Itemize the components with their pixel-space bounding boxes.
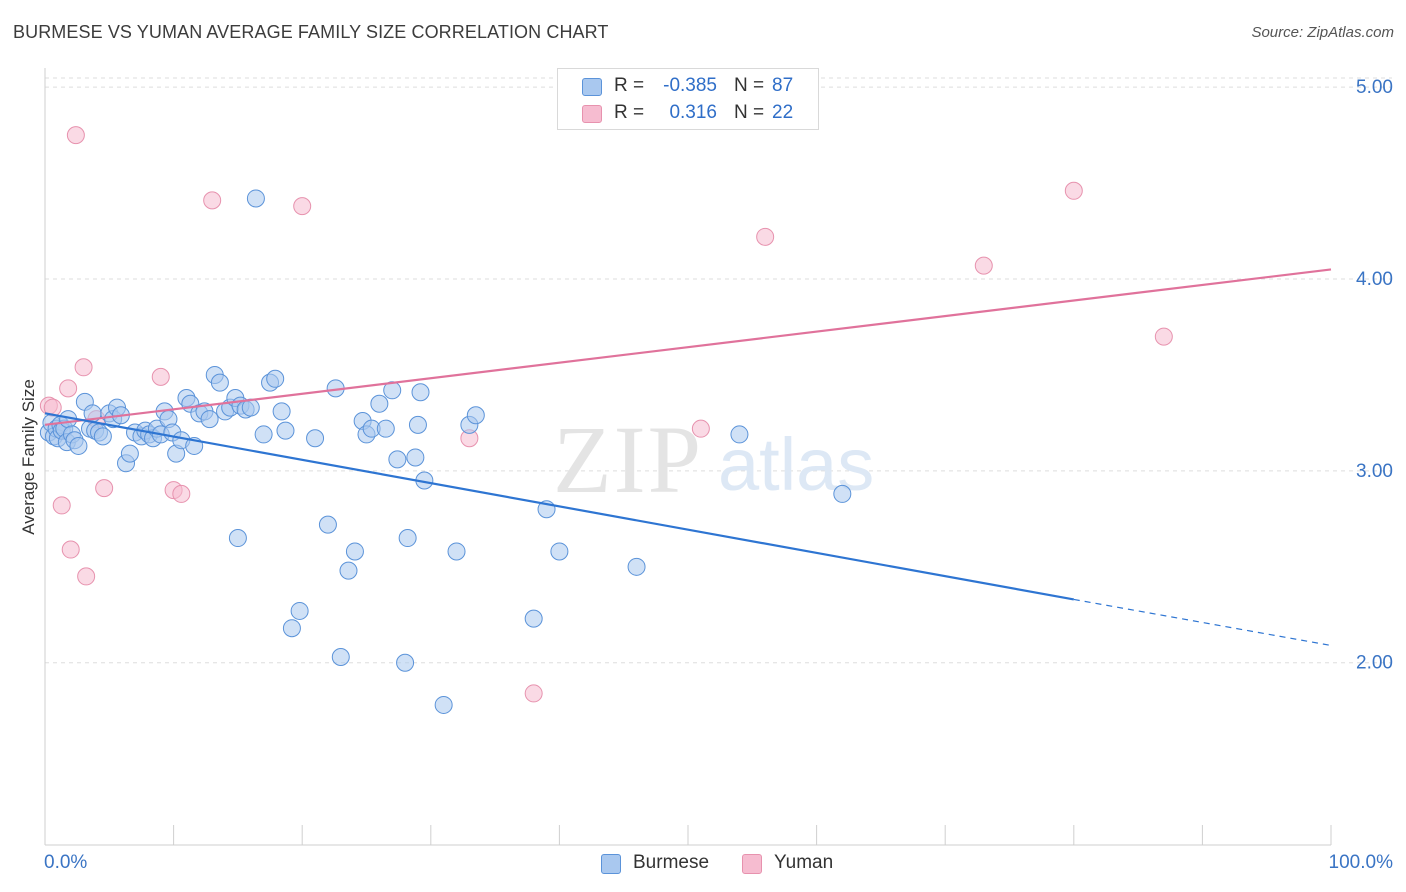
watermark: ZIP atlas bbox=[553, 406, 874, 513]
yuman-r-value: 0.316 bbox=[669, 102, 717, 123]
yuman-point bbox=[59, 379, 78, 398]
burmese-legend-swatch bbox=[601, 854, 621, 874]
yuman-point bbox=[524, 684, 543, 703]
legend-n-label: N = bbox=[734, 75, 765, 96]
axes bbox=[44, 68, 1332, 846]
burmese-point bbox=[411, 383, 430, 402]
yuman-point bbox=[74, 358, 93, 377]
yuman-legend-label: Yuman bbox=[774, 852, 834, 873]
burmese-point bbox=[254, 425, 273, 444]
yuman-legend-swatch bbox=[742, 854, 762, 874]
yuman-point bbox=[66, 126, 85, 145]
yuman-point bbox=[756, 227, 775, 246]
burmese-point bbox=[93, 427, 112, 446]
y-tick-label: 5.00 bbox=[1356, 77, 1393, 98]
yuman-swatch bbox=[582, 105, 602, 123]
burmese-point bbox=[406, 448, 425, 467]
burmese-point bbox=[331, 647, 350, 666]
yuman-points bbox=[39, 126, 1173, 703]
burmese-point bbox=[388, 450, 407, 469]
yuman-point bbox=[1064, 181, 1083, 200]
yuman-trend-line bbox=[44, 268, 1332, 426]
yuman-point bbox=[52, 496, 71, 515]
trend-lines bbox=[44, 268, 1332, 647]
yuman-point bbox=[95, 479, 114, 498]
yuman-point bbox=[203, 191, 222, 210]
legend-n-label: N = bbox=[734, 102, 765, 123]
chart-title: BURMESE VS YUMAN AVERAGE FAMILY SIZE COR… bbox=[13, 22, 609, 42]
burmese-legend-label: Burmese bbox=[633, 852, 710, 873]
burmese-swatch bbox=[582, 78, 602, 96]
burmese-point bbox=[228, 529, 247, 548]
y-tick-label: 4.00 bbox=[1356, 269, 1393, 290]
burmese-point bbox=[434, 695, 453, 714]
grid-lines bbox=[45, 77, 1392, 664]
watermark-zip: ZIP bbox=[553, 406, 703, 513]
burmese-point bbox=[282, 619, 301, 638]
burmese-point bbox=[120, 444, 139, 463]
yuman-point bbox=[77, 567, 96, 586]
burmese-point bbox=[730, 425, 749, 444]
y-tick-label: 3.00 bbox=[1356, 461, 1393, 482]
burmese-point bbox=[524, 609, 543, 628]
burmese-point bbox=[276, 421, 295, 440]
source-label: Source: ZipAtlas.com bbox=[1251, 24, 1394, 41]
x-axis-min-label: 0.0% bbox=[44, 852, 88, 873]
y-tick-labels: 2.00 3.00 4.00 5.00 bbox=[1356, 77, 1393, 674]
yuman-n-value: 22 bbox=[772, 102, 794, 123]
y-tick-label: 2.00 bbox=[1356, 653, 1393, 674]
y-axis-label: Average Family Size bbox=[19, 379, 38, 535]
burmese-point bbox=[246, 189, 265, 208]
burmese-point bbox=[318, 515, 337, 534]
yuman-point bbox=[691, 419, 710, 438]
burmese-point bbox=[345, 542, 364, 561]
burmese-point bbox=[398, 529, 417, 548]
yuman-point bbox=[974, 256, 993, 275]
burmese-point bbox=[266, 369, 285, 388]
burmese-point bbox=[69, 436, 88, 455]
burmese-r-value: -0.385 bbox=[663, 75, 717, 96]
burmese-point bbox=[466, 406, 485, 425]
burmese-n-value: 87 bbox=[772, 75, 794, 96]
yuman-point bbox=[1154, 327, 1173, 346]
yuman-point bbox=[61, 540, 80, 559]
burmese-trend-extrapolation bbox=[1073, 598, 1332, 647]
legend-r-label: R = bbox=[614, 102, 645, 123]
correlation-legend: R = -0.385 N = 87 R = 0.316 N = 22 bbox=[557, 68, 819, 130]
legend-r-label: R = bbox=[614, 75, 645, 96]
burmese-point bbox=[210, 373, 229, 392]
burmese-point bbox=[408, 415, 427, 434]
burmese-point bbox=[376, 419, 395, 438]
burmese-point bbox=[290, 601, 309, 620]
burmese-point bbox=[396, 653, 415, 672]
yuman-point bbox=[172, 484, 191, 503]
burmese-point bbox=[833, 484, 852, 503]
yuman-point bbox=[293, 197, 312, 216]
burmese-point bbox=[447, 542, 466, 561]
burmese-point bbox=[627, 557, 646, 576]
burmese-point bbox=[272, 402, 291, 421]
burmese-point bbox=[370, 394, 389, 413]
burmese-point bbox=[550, 542, 569, 561]
yuman-point bbox=[151, 367, 170, 386]
burmese-point bbox=[339, 561, 358, 580]
x-axis-max-label: 100.0% bbox=[1328, 852, 1393, 873]
burmese-point bbox=[306, 429, 325, 448]
burmese-point bbox=[200, 410, 219, 429]
burmese-trend-line bbox=[44, 412, 1074, 601]
